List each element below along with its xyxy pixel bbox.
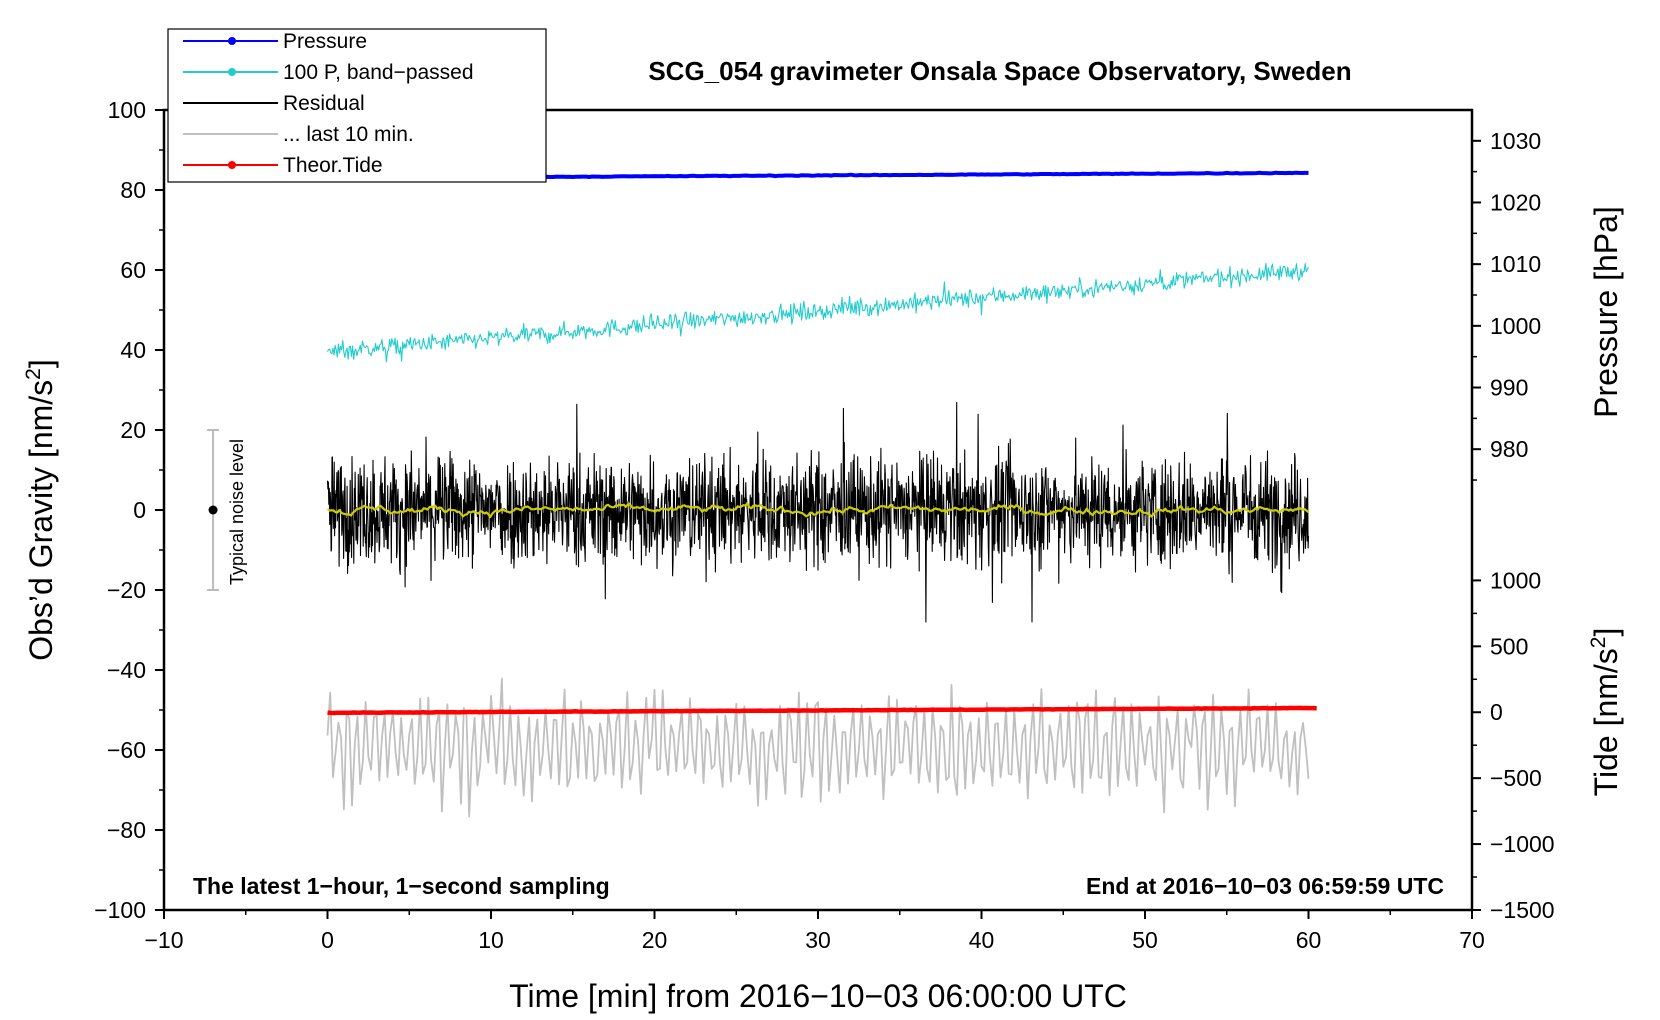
y-axis-title-tide-end: ] (1588, 628, 1624, 637)
noise-bar-center-dot (208, 505, 218, 515)
x-tick-label: 50 (1132, 927, 1158, 953)
y-axis-title-tide-sup: 2 (1587, 637, 1610, 649)
series-residual (326, 402, 1310, 623)
pressure-tick-label: 1020 (1490, 189, 1541, 215)
x-tick-label: 10 (478, 927, 504, 953)
y-axis-gravity: 100 80 60 40 20 0 −20 −40 −60 −80 −100 (94, 97, 164, 923)
y-axis-title-pressure: Pressure [hPa] (1588, 206, 1624, 418)
x-tick-label: 20 (642, 927, 668, 953)
y-tick-label: −100 (94, 897, 146, 923)
series-smoothed-residual (326, 502, 1310, 519)
pressure-tick-label: 990 (1490, 375, 1528, 401)
y-axis-title-gravity-text: Obs’d Gravity [nm/s (23, 380, 59, 661)
legend-label: Theor.Tide (283, 154, 383, 177)
pressure-tick-label: 1000 (1490, 313, 1541, 339)
legend-swatch-marker (228, 37, 236, 45)
chart-title: SCG_054 gravimeter Onsala Space Observat… (648, 56, 1351, 86)
note-sampling: The latest 1−hour, 1−second sampling (193, 873, 610, 899)
x-tick-label: 30 (805, 927, 831, 953)
pressure-tick-label: 1010 (1490, 251, 1541, 277)
series-theor-tide (327, 705, 1317, 716)
y-tick-label: 0 (133, 497, 146, 523)
y-axis-title-gravity-sup: 2 (22, 368, 45, 380)
series-last-10-min (326, 677, 1310, 818)
x-tick-label: 60 (1296, 927, 1322, 953)
y-tick-label: 60 (120, 257, 146, 283)
tide-tick-label: −1500 (1490, 897, 1555, 923)
y-axis-title-gravity-end: ] (23, 359, 59, 368)
y-tick-label: −60 (107, 737, 146, 763)
y-axis-pressure: 1030 1020 1010 1000 990 980 (1472, 128, 1541, 481)
x-tick-label: 40 (969, 927, 995, 953)
legend-box (167, 28, 547, 183)
y-axis-title-tide: Tide [nm/s2] (1587, 628, 1624, 797)
series-band-passed (327, 262, 1309, 363)
y-tick-label: 40 (120, 337, 146, 363)
legend-label: 100 P, band−passed (283, 61, 474, 84)
x-tick-label: −10 (144, 927, 183, 953)
note-end-time: End at 2016−10−03 06:59:59 UTC (1086, 873, 1444, 899)
y-tick-label: 80 (120, 177, 146, 203)
pressure-tick-label: 1030 (1490, 128, 1541, 154)
tide-tick-label: 1000 (1490, 567, 1541, 593)
series-layer (326, 170, 1317, 818)
pressure-tick-label: 980 (1490, 436, 1528, 462)
legend-label: ... last 10 min. (283, 123, 414, 146)
y-tick-label: 100 (108, 97, 146, 123)
legend-swatch-marker (228, 68, 236, 76)
x-axis-title: Time [min] from 2016−10−03 06:00:00 UTC (509, 978, 1127, 1014)
tide-tick-label: −1000 (1490, 831, 1555, 857)
legend-swatch-marker (228, 161, 236, 169)
legend-label: Residual (283, 92, 365, 115)
x-axis: −10 0 10 20 30 40 50 60 70 (144, 910, 1485, 953)
legend: Pressure 100 P, band−passed Residual ... la… (167, 28, 547, 183)
tide-tick-label: 0 (1490, 699, 1503, 725)
y-axis-title-tide-text: Tide [nm/s (1588, 648, 1624, 796)
x-tick-label: 70 (1459, 927, 1485, 953)
y-axis-title-gravity: Obs’d Gravity [nm/s2] (22, 359, 59, 661)
y-tick-label: 20 (120, 417, 146, 443)
y-tick-label: −40 (107, 657, 146, 683)
y-tick-label: −80 (107, 817, 146, 843)
y-tick-label: −20 (107, 577, 146, 603)
noise-level-bar (207, 429, 220, 591)
x-tick-label: 0 (321, 927, 334, 953)
tide-tick-label: −500 (1490, 765, 1542, 791)
legend-label: Pressure (283, 30, 367, 53)
y-axis-tide: 1000 500 0 −500 −1000 −1500 (1472, 567, 1555, 923)
noise-level-label: Typical noise level (227, 439, 247, 585)
tide-tick-label: 500 (1490, 633, 1528, 659)
